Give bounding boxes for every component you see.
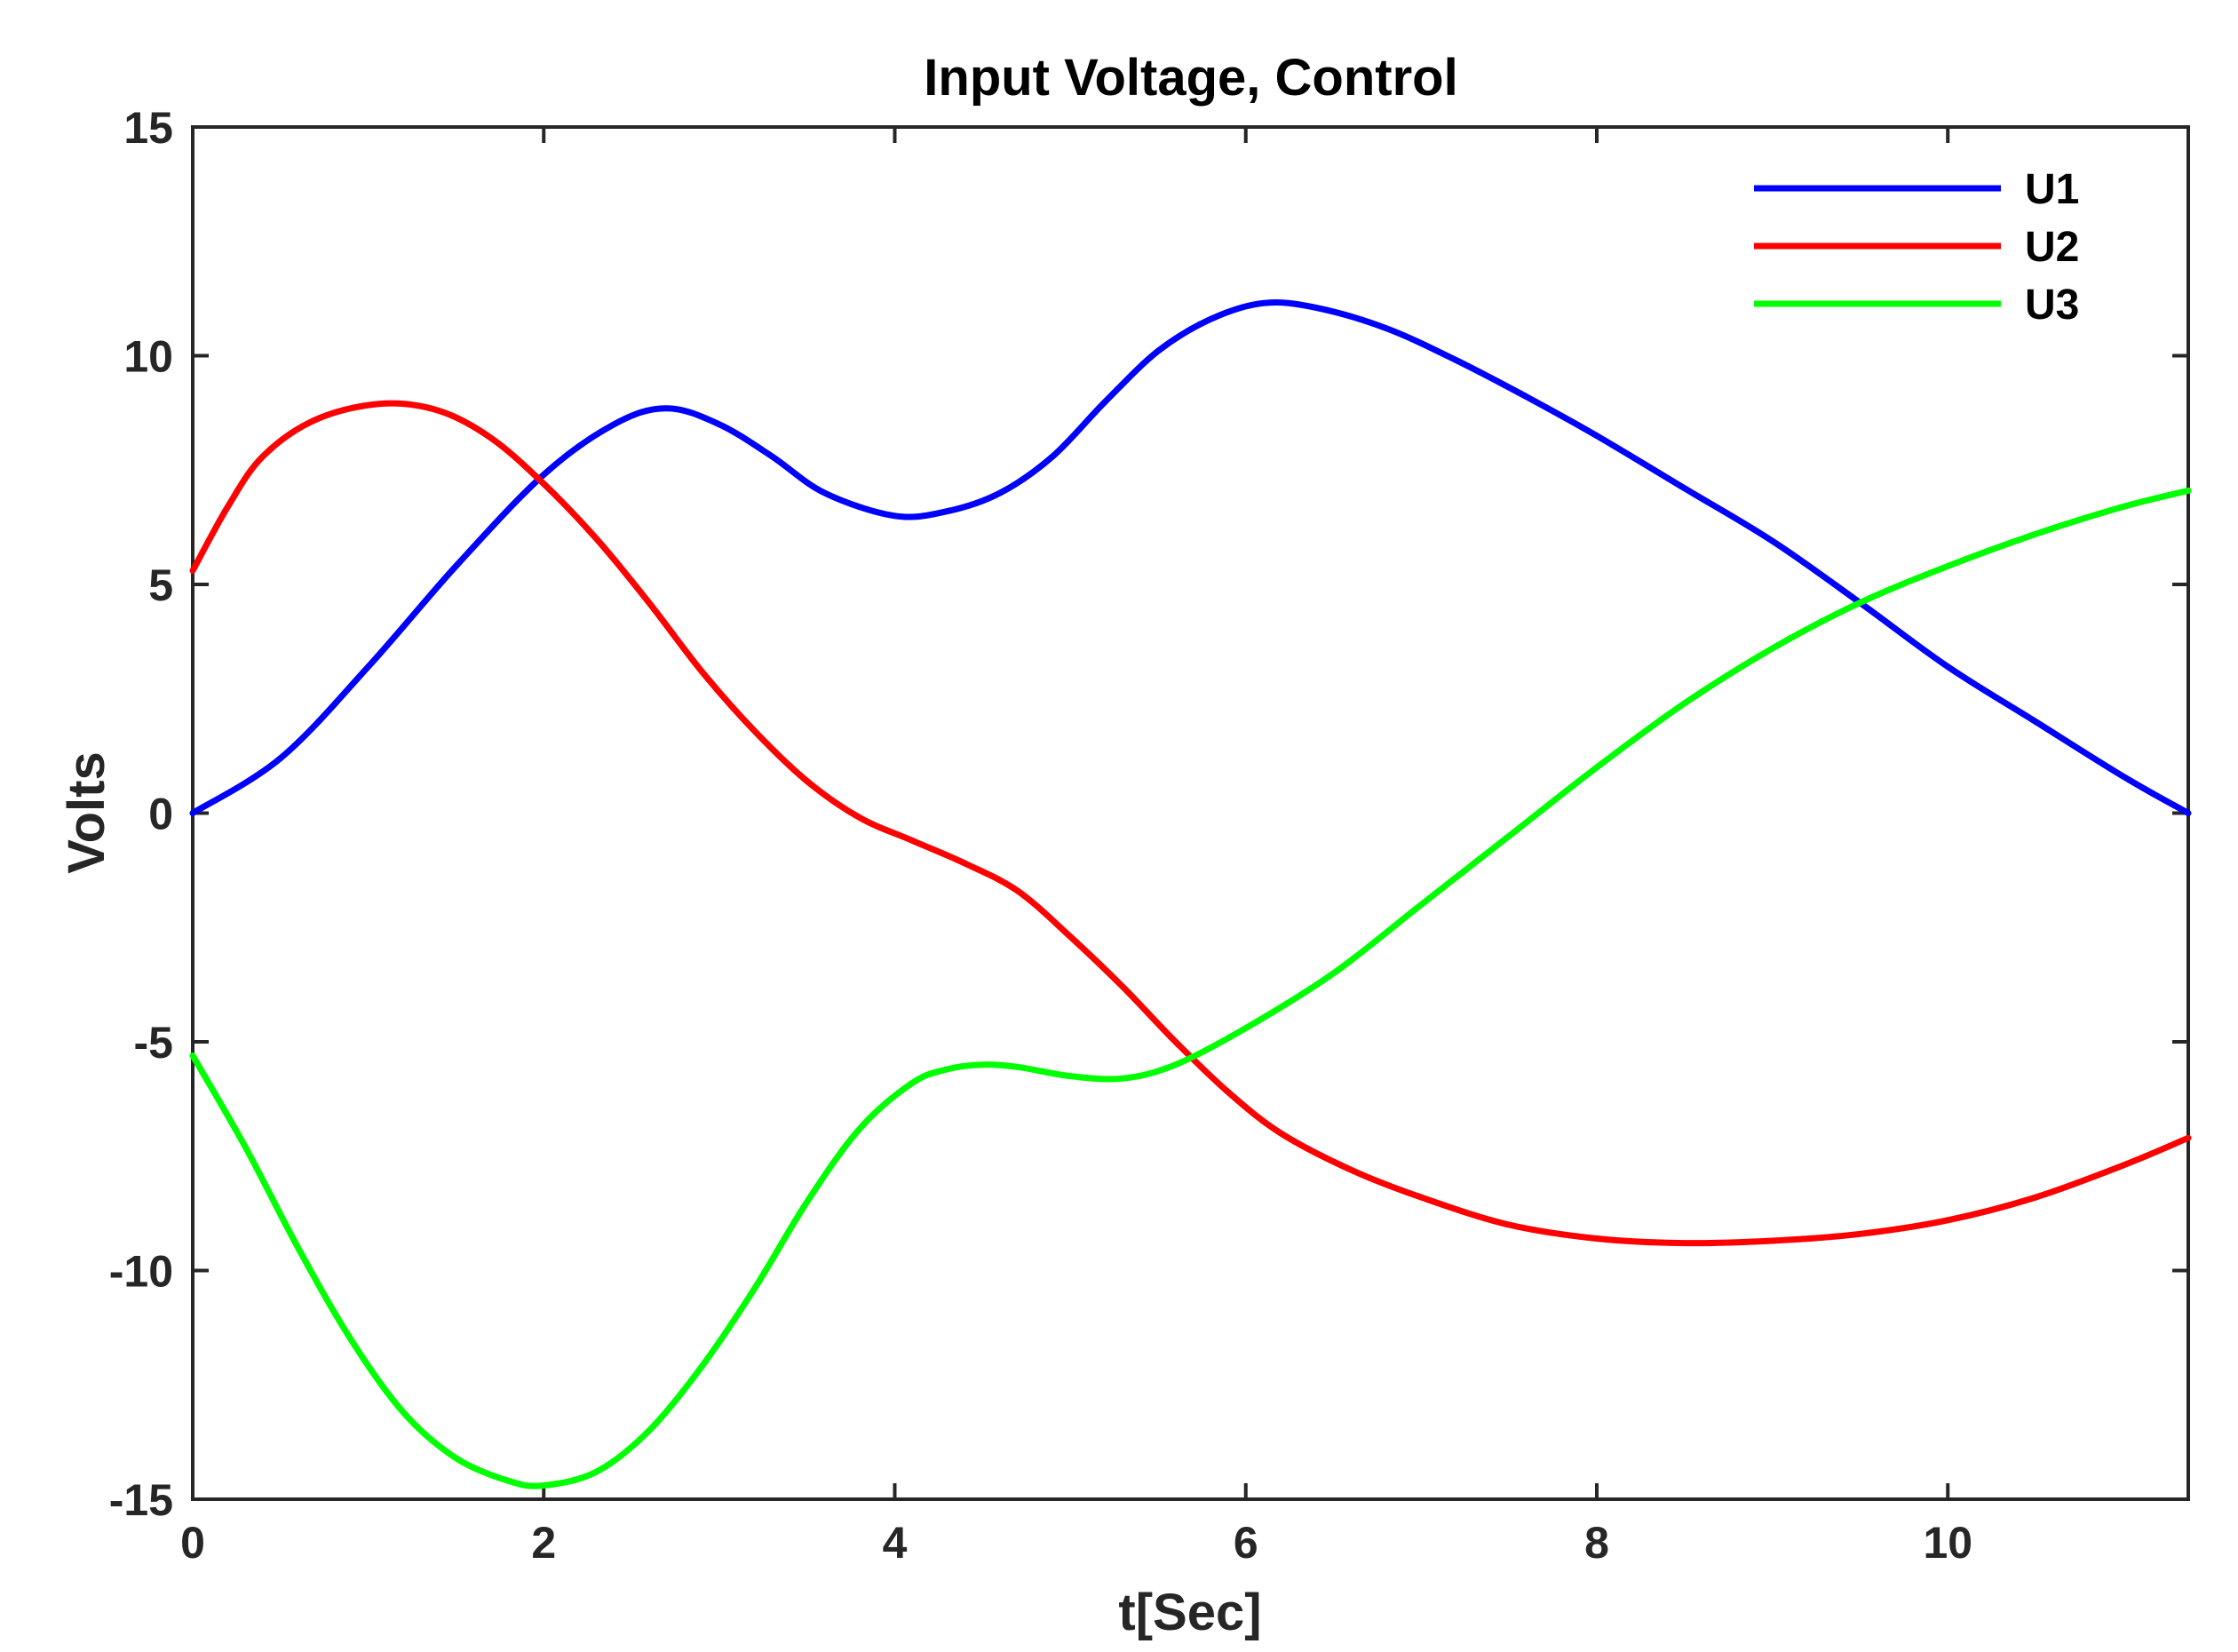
legend-label-u2: U2	[2025, 224, 2079, 271]
y-tick-label: 0	[148, 790, 173, 839]
x-tick-label: 2	[531, 1518, 556, 1568]
y-tick-label: -5	[134, 1018, 173, 1068]
y-tick-label: -15	[109, 1475, 173, 1525]
plot-frame	[191, 125, 2190, 1501]
legend: U1 U2 U3	[1754, 166, 2079, 329]
chart-title: Input Voltage, Control	[924, 49, 1457, 107]
x-tick-label: 4	[883, 1518, 908, 1568]
series-line-u3	[189, 487, 2192, 1489]
y-axis-label: Volts	[58, 751, 115, 874]
y-tick-label: 15	[123, 103, 173, 153]
series-layer	[189, 299, 2192, 1489]
y-tick-labels: -15 -10 -5 0 5 10 15	[109, 103, 173, 1525]
plot-area	[189, 125, 2192, 1501]
y-tick-label: 10	[123, 332, 173, 382]
series-line-u2	[189, 400, 2192, 1247]
x-tick-labels: 0 2 4 6 8 10	[180, 1518, 1972, 1568]
x-tick-label: 0	[180, 1518, 205, 1568]
legend-label-u1: U1	[2025, 166, 2079, 213]
y-tick-label: 5	[148, 560, 173, 610]
x-axis-label: t[Sec]	[1118, 1584, 1261, 1641]
x-tick-label: 6	[1234, 1518, 1258, 1568]
x-tick-label: 10	[1923, 1518, 1972, 1568]
y-tick-label: -10	[109, 1247, 173, 1297]
ticks-layer	[191, 125, 2188, 1501]
x-tick-label: 8	[1584, 1518, 1609, 1568]
legend-label-u3: U3	[2025, 282, 2079, 329]
series-line-u1	[189, 299, 2192, 816]
